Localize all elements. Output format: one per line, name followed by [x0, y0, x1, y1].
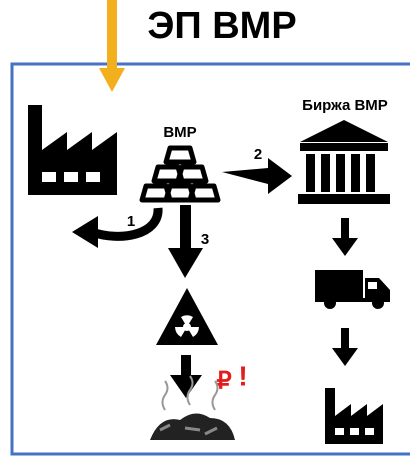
arrow-down [170, 355, 202, 398]
bank-icon [298, 120, 390, 204]
edge-label: 3 [201, 231, 209, 248]
arrow-down [332, 328, 358, 366]
radiation-icon [156, 288, 218, 345]
arrow-1 [72, 208, 158, 248]
arrow-3 [168, 205, 203, 278]
edge-label: 1 [127, 213, 135, 230]
node-label: ВМР [163, 124, 196, 141]
currency-sign: ₽ [216, 367, 231, 394]
frame [12, 64, 410, 454]
node-label: Биржа ВМР [302, 97, 388, 114]
arrow-2 [222, 158, 292, 194]
factory-icon [28, 105, 117, 195]
alert-sign: ! [238, 360, 247, 391]
title: ЭП ВМР [147, 5, 296, 47]
bars-icon [142, 148, 218, 200]
input-arrow [99, 0, 125, 92]
edge-label: 2 [254, 146, 262, 163]
truck-icon [315, 270, 390, 309]
factory-icon [325, 388, 383, 444]
arrow-down [332, 218, 358, 256]
diagram: ЭП ВМР ВМР 1 2 Биржа ВМР [0, 0, 410, 462]
